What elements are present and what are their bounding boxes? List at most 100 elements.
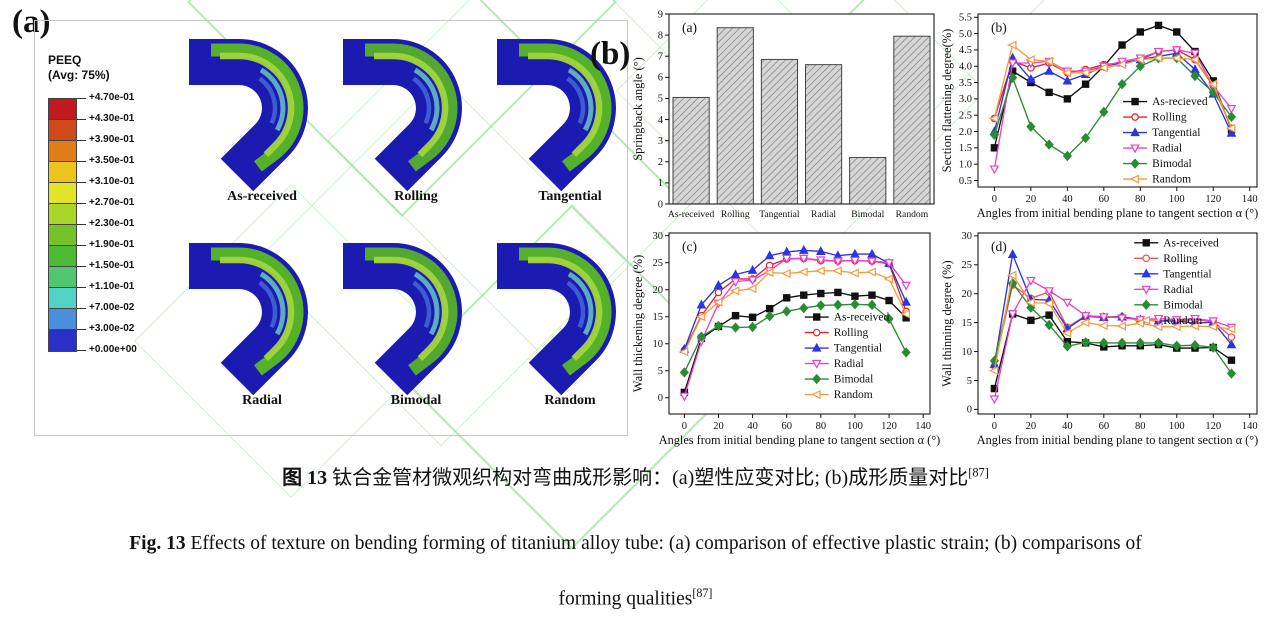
chart-svg-thickening: 0 5 10 15 20 25 30 0 20 40 60 80 100 120 140 Wall thick… — [631, 231, 940, 447]
caption-english-text: Effects of texture on bending forming of… — [185, 533, 1142, 554]
y-tick-label: 25 — [653, 258, 664, 269]
peeq-band — [49, 162, 76, 183]
series-Radial — [989, 276, 1237, 405]
caption-chinese-text: 钛合金管材微观织构对弯曲成形影响：(a)塑性应变对比; (b)成形质量对比 — [327, 467, 969, 489]
peeq-tick-label: +3.00e-02 — [89, 323, 135, 334]
peeq-tick — [77, 329, 86, 330]
caption-english-figno: Fig. 13 — [129, 533, 186, 554]
x-axis-title: Angles from initial bending plane to tan… — [977, 206, 1258, 220]
panel-a-label: (a) — [12, 4, 51, 40]
legend-label-As-received: As-received — [1163, 237, 1219, 249]
x-tick-label: 80 — [816, 421, 827, 432]
panel-a-frame: PEEQ (Avg: 75%) +4.70e-01 +4.30e-01 +3.90e… — [34, 20, 628, 436]
y-tick-label: 3.0 — [959, 94, 972, 105]
peeq-tick — [77, 161, 86, 162]
x-tick-label: 120 — [1205, 194, 1221, 205]
bar-Radial — [805, 64, 843, 205]
y-axis-title: Springback angle (°) — [632, 57, 645, 161]
x-tick-label: 80 — [1135, 421, 1146, 432]
y-axis-title: Wall thinning degree (%) — [941, 260, 954, 386]
panel-a: (a) PEEQ (Avg: 75%) +4.70e-01 +4.30e-01 +3… — [8, 4, 630, 456]
legend: As-recieved Rolling Tangential Radial Bimoda… — [1123, 96, 1208, 186]
y-tick-label: 1.5 — [959, 143, 972, 154]
y-tick-label: 8 — [658, 30, 663, 41]
y-tick-label: 9 — [658, 9, 663, 20]
peeq-tick-label: +3.90e-01 — [89, 134, 135, 145]
bar-Bimodal — [849, 157, 887, 205]
series-Bimodal — [679, 299, 911, 378]
legend-label-Tangential: Tangential — [1163, 268, 1211, 280]
y-tick-label: 2.0 — [959, 127, 972, 138]
bent-tube — [497, 38, 616, 192]
axes: 0 1 2 3 4 5 6 7 8 9 — [658, 9, 669, 210]
tube-label: Rolling — [394, 189, 438, 204]
y-tick-label: 5.5 — [959, 13, 972, 24]
legend-label-Tangential: Tangential — [1152, 127, 1200, 139]
y-tick-label: 0 — [658, 393, 663, 404]
tube-label: As-received — [227, 189, 297, 204]
peeq-legend: PEEQ (Avg: 75%) +4.70e-01 +4.30e-01 +3.90e… — [48, 53, 178, 366]
y-tick-label: 30 — [653, 231, 664, 242]
chart-svg-flattening: 0.5 1.0 1.5 2.0 2.5 3.0 3.5 4.0 4.5 5.0 5.5 0 20 40 60… — [940, 13, 1258, 220]
x-category-label: Bimodal — [851, 209, 884, 220]
legend-label-Bimodal: Bimodal — [1152, 158, 1192, 170]
peeq-tick-label: +3.50e-01 — [89, 155, 135, 166]
y-tick-label: 0 — [967, 405, 972, 416]
x-tick-label: 120 — [1205, 421, 1221, 432]
peeq-tick-label: +4.30e-01 — [89, 113, 135, 124]
caption-english-ref: [87] — [692, 586, 713, 600]
tube-contour-svg — [189, 38, 308, 192]
peeq-tick-label: +1.50e-01 — [89, 260, 135, 271]
peeq-tick — [77, 98, 86, 99]
legend-label-Rolling: Rolling — [1152, 112, 1187, 124]
chart-svg-springback: 0 1 2 3 4 5 6 7 8 9 Springback angle (°) As-receive… — [631, 9, 935, 220]
tube-figure: Random — [493, 229, 647, 433]
x-category-label: As-received — [668, 209, 715, 220]
peeq-band — [49, 183, 76, 204]
peeq-tick — [77, 140, 86, 141]
legend: As-received Rolling Tangential Radial Bimoda… — [1134, 237, 1219, 327]
y-tick-label: 10 — [653, 339, 664, 350]
peeq-band — [49, 330, 76, 351]
bar-Tangential — [760, 58, 798, 205]
series-Bimodal — [989, 278, 1237, 379]
legend-label-Bimodal: Bimodal — [1163, 299, 1203, 311]
x-tick-label: 20 — [1026, 421, 1037, 432]
y-tick-label: 5 — [658, 366, 663, 377]
peeq-tick-label: +4.70e-01 — [89, 92, 135, 103]
series-Random — [678, 266, 911, 357]
legend-label-As-recieved: As-recieved — [1152, 96, 1208, 108]
peeq-band — [49, 309, 76, 330]
legend-label-Radial: Radial — [1163, 284, 1193, 296]
x-tick-label: 100 — [847, 421, 863, 432]
bar-Random — [893, 35, 931, 205]
x-tick-label: 100 — [1169, 194, 1185, 205]
legend-label-Random: Random — [1163, 315, 1202, 327]
x-tick-label: 120 — [881, 421, 897, 432]
y-axis-title: Wall thickening degree (%) — [632, 255, 645, 392]
legend-label-Radial: Radial — [834, 358, 864, 370]
x-axis-title: Angles from initial bending plane to tan… — [977, 433, 1258, 447]
legend-label-Bimodal: Bimodal — [834, 374, 874, 386]
series-Random — [988, 40, 1236, 133]
x-tick-label: 80 — [1135, 194, 1146, 205]
peeq-tick — [77, 308, 86, 309]
x-tick-label: 20 — [1026, 194, 1037, 205]
chart-panel-letter: (b) — [991, 20, 1007, 35]
peeq-band — [49, 120, 76, 141]
y-tick-label: 5 — [658, 94, 663, 105]
tube-grid: As-received Rolling Tangential Radial Bimoda… — [185, 25, 647, 433]
y-tick-label: 0 — [658, 199, 663, 210]
x-category-label: Random — [896, 209, 929, 220]
x-tick-label: 140 — [1242, 421, 1258, 432]
legend-label-As-received: As-received — [834, 312, 890, 324]
y-tick-label: 15 — [962, 318, 973, 329]
tube-figure: Rolling — [339, 25, 493, 229]
y-tick-label: 1 — [658, 178, 663, 189]
y-tick-label: 20 — [653, 285, 664, 296]
peeq-tick-label: +2.30e-01 — [89, 218, 135, 229]
x-tick-label: 140 — [915, 421, 931, 432]
bent-tube — [343, 243, 462, 396]
y-tick-label: 5.0 — [959, 29, 972, 40]
